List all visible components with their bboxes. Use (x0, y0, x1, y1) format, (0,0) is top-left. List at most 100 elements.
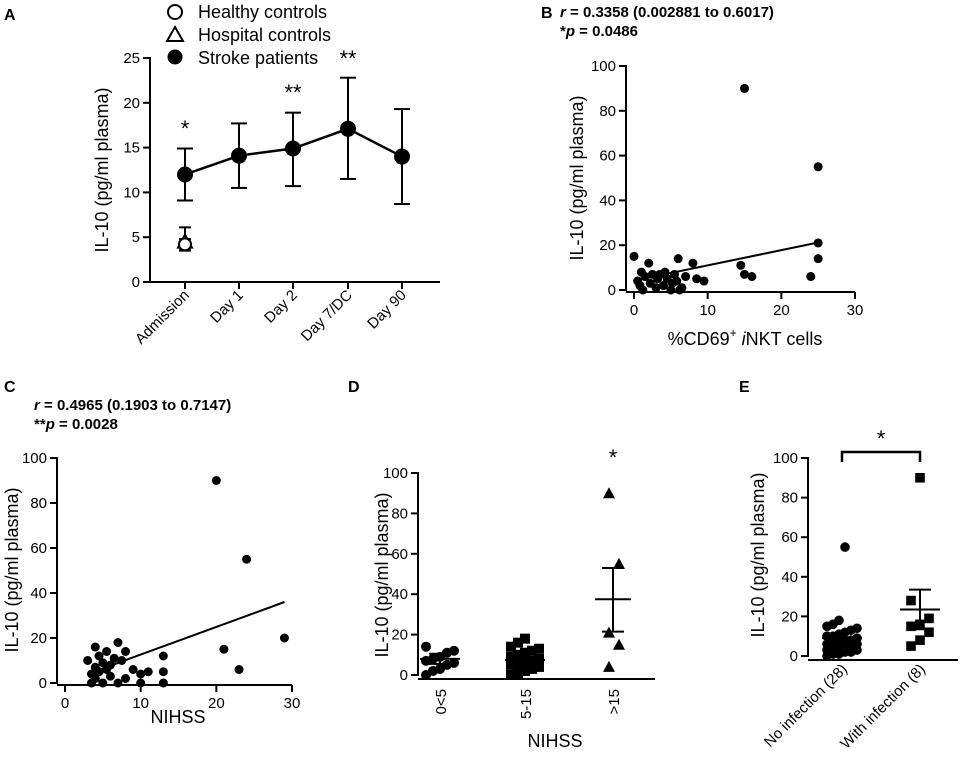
data-point-b (677, 283, 687, 293)
data-point-healthy-control (178, 237, 192, 252)
data-point-stroke (285, 140, 301, 157)
data-point-c (113, 678, 123, 688)
significance-marker-a: ** (339, 46, 357, 71)
y-axis-label-a: IL-10 (pg/ml plasma) (92, 87, 112, 252)
significance-marker-e: * (877, 426, 886, 451)
data-point-d (527, 663, 537, 674)
stat-p-c: **p = 0.0028 (34, 416, 118, 433)
data-point-e (906, 621, 916, 632)
data-point-e (924, 627, 934, 638)
y-tick-label-c: 60 (30, 540, 47, 557)
stat-p-b: *p = 0.0486 (560, 23, 638, 40)
data-point-stroke (177, 166, 193, 183)
x-tick-label-c: 0 (61, 695, 69, 712)
data-point-d (506, 651, 516, 662)
data-point-b (658, 281, 668, 291)
data-point-d (506, 659, 516, 670)
data-point-c (109, 653, 119, 663)
data-point-b (629, 251, 639, 261)
x-tick-label-e: With infection (8) (837, 661, 929, 753)
panel-letter-d: D (348, 379, 360, 396)
stat-r-c-symbol: r (34, 397, 41, 414)
stat-r-c: r = 0.4965 (0.1903 to 0.7147) (34, 397, 231, 414)
data-point-d (613, 638, 625, 650)
y-tick-label-e: 40 (781, 569, 798, 586)
legend-item-hospital: Hospital controls (198, 25, 331, 45)
y-axis-label-c: IL-10 (pg/ml plasma) (2, 487, 22, 652)
y-tick-label-c: 40 (30, 585, 47, 602)
data-point-d (506, 670, 516, 680)
data-point-b (673, 254, 683, 264)
x-axis-label-b-main: %CD69 (668, 329, 730, 349)
data-point-d (513, 659, 523, 670)
stat-p-c-value: = 0.0028 (55, 416, 118, 433)
stat-p-b-value: = 0.0486 (575, 23, 638, 40)
y-tick-label-a: 15 (123, 140, 140, 157)
data-point-c (113, 638, 123, 647)
y-tick-label-c: 0 (39, 675, 47, 692)
data-point-e (915, 473, 925, 483)
x-tick-label-b: 20 (773, 302, 790, 319)
data-point-c (136, 678, 146, 688)
data-point-c (242, 554, 252, 564)
data-point-d (421, 641, 431, 652)
data-point-d (506, 641, 516, 652)
data-point-c (234, 665, 244, 674)
data-point-c (211, 476, 221, 485)
y-tick-label-e: 60 (781, 529, 798, 546)
y-tick-label-b: 80 (599, 103, 616, 120)
data-point-e (906, 641, 916, 651)
data-point-stroke (394, 148, 410, 165)
x-tick-label-c: 20 (208, 695, 225, 712)
x-axis-label-b-sup: + (730, 326, 737, 340)
significance-marker-d: * (609, 445, 618, 470)
data-point-c (121, 647, 131, 656)
stat-r-b: r = 0.3358 (0.002881 to 0.6017) (560, 4, 774, 21)
data-point-e (834, 615, 844, 626)
x-tick-label-b: 10 (699, 302, 716, 319)
data-point-d (513, 667, 523, 678)
data-point-b (688, 258, 698, 268)
data-point-d (520, 647, 530, 658)
x-tick-label-c: 10 (132, 695, 149, 712)
x-tick-label-a: Admission (132, 287, 193, 348)
y-tick-label-d: 0 (400, 667, 408, 684)
stat-r-c-value: = 0.4965 (0.1903 to 0.7147) (40, 397, 231, 414)
y-tick-label-e: 100 (773, 450, 798, 467)
data-point-d (520, 633, 530, 644)
data-point-c (105, 660, 115, 670)
y-tick-label-e: 0 (790, 648, 798, 665)
y-tick-label-a: 0 (132, 274, 140, 291)
x-tick-label-d: >15 (606, 689, 623, 714)
panel-letter-c: C (4, 379, 16, 396)
regression-line-c (87, 601, 285, 675)
x-axis-label-b: %CD69+ iNKT cells (668, 326, 823, 349)
data-point-c (279, 633, 289, 643)
data-point-c (94, 651, 104, 661)
x-tick-label-a: Day 7/DC (298, 287, 356, 345)
y-axis-label-d: IL-10 (pg/ml plasma) (372, 492, 392, 657)
data-point-b (806, 272, 816, 282)
x-tick-label-a: Day 2 (261, 287, 301, 327)
data-point-c (136, 669, 146, 679)
x-tick-label-d: 5-15 (518, 689, 535, 719)
data-point-b (672, 276, 682, 286)
x-tick-label-a: Day 90 (364, 287, 410, 333)
y-tick-label-c: 100 (22, 450, 47, 467)
data-point-d (513, 649, 523, 660)
stat-r-b-value: = 0.3358 (0.002881 to 0.6017) (566, 4, 774, 21)
y-tick-label-d: 60 (391, 546, 408, 563)
y-tick-label-c: 80 (30, 495, 47, 512)
y-tick-label-b: 40 (599, 192, 616, 209)
x-axis-label-c: NIHSS (150, 707, 205, 727)
y-tick-label-b: 100 (591, 58, 616, 75)
data-point-b (736, 260, 746, 270)
legend-filled-circle-icon (167, 49, 183, 65)
data-point-c (128, 665, 138, 674)
y-tick-label-a: 5 (132, 229, 140, 246)
data-point-e (840, 542, 850, 552)
y-tick-label-d: 100 (383, 465, 408, 482)
data-point-c (117, 656, 127, 665)
y-tick-label-a: 25 (123, 50, 140, 67)
